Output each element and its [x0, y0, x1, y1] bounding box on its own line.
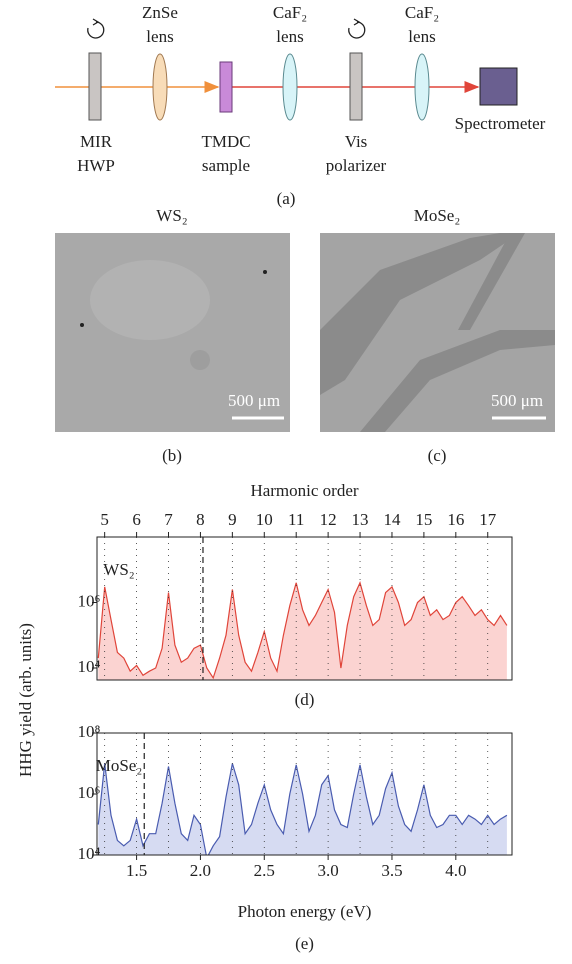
micrograph-title: WS₂	[156, 206, 187, 225]
polarizer	[349, 52, 363, 121]
label: ZnSe	[142, 3, 178, 22]
plot-frame	[96, 732, 513, 856]
x2-tick-label: 9	[228, 510, 237, 529]
x-tick-label: 2.5	[254, 861, 275, 880]
rotation-arrowhead	[353, 18, 361, 26]
label: TMDC	[201, 132, 250, 151]
micrograph: WS₂ 500 μm (b)	[55, 206, 290, 465]
micrograph-title: MoSe₂	[414, 206, 461, 225]
plot-area	[97, 763, 508, 855]
scale-label: 500 μm	[228, 391, 280, 410]
image-texture	[90, 260, 210, 340]
y-axis-label: HHG yield (arb. units)	[16, 623, 35, 777]
series-label: MoSe₂	[96, 756, 143, 775]
label: CaF₂	[273, 3, 307, 22]
x2-axis-label: Harmonic order	[250, 481, 358, 500]
rotation-arrow	[348, 21, 366, 39]
image-texture	[458, 233, 525, 330]
label: lens	[408, 27, 435, 46]
label: lens	[146, 27, 173, 46]
image-texture	[80, 323, 84, 327]
x-tick-label: 4.0	[445, 861, 466, 880]
label: CaF₂	[405, 3, 439, 22]
y-tick-label: 10⁴	[78, 844, 101, 863]
caf2-lens	[282, 53, 298, 121]
x2-tick-label: 11	[288, 510, 304, 529]
x2-tick-label: 10	[256, 510, 273, 529]
x-tick-label: 2.0	[190, 861, 211, 880]
caption: (a)	[277, 189, 296, 208]
label: polarizer	[326, 156, 387, 175]
spectrometer	[479, 67, 518, 106]
label: HWP	[77, 156, 115, 175]
caption: (b)	[162, 446, 182, 465]
x2-tick-label: 16	[447, 510, 464, 529]
image-texture	[190, 350, 210, 370]
plot-area	[97, 581, 508, 680]
y-tick-label: 10⁶	[78, 783, 101, 802]
caption: (e)	[295, 934, 314, 953]
x-axis-label: Photon energy (eV)	[238, 902, 372, 921]
x2-tick-label: 13	[352, 510, 369, 529]
x2-tick-label: 14	[383, 510, 401, 529]
tmdc-sample	[219, 61, 233, 113]
label: sample	[202, 156, 250, 175]
y-tick-label: 10⁶	[78, 591, 101, 610]
caption: (c)	[428, 446, 447, 465]
x2-tick-label: 15	[415, 510, 432, 529]
label: MIR	[80, 132, 113, 151]
spectrum-line	[97, 763, 508, 855]
image-texture	[320, 233, 520, 395]
spectrum-line	[97, 581, 508, 680]
caf2-lens	[414, 53, 430, 121]
x2-tick-label: 5	[100, 510, 109, 529]
hwp	[88, 52, 102, 121]
series-label: WS₂	[103, 560, 134, 579]
x2-tick-label: 12	[320, 510, 337, 529]
x-tick-label: 1.5	[126, 861, 147, 880]
label: Vis	[345, 132, 368, 151]
x-tick-label: 3.0	[317, 861, 338, 880]
znse-lens	[152, 53, 168, 121]
x2-tick-label: 8	[196, 510, 205, 529]
micrograph: MoSe₂ 500 μm (c)	[320, 206, 555, 465]
caption: (d)	[295, 690, 315, 709]
label: lens	[276, 27, 303, 46]
x2-tick-label: 6	[132, 510, 141, 529]
label: Spectrometer	[455, 114, 546, 133]
scale-label: 500 μm	[491, 391, 543, 410]
y-tick-label: 10⁴	[78, 657, 101, 676]
plot-frame	[96, 536, 513, 681]
setup-diagram: MIR HWP ZnSe lens TMDC sample CaF₂ lens …	[55, 3, 546, 208]
image-texture	[360, 330, 555, 432]
x2-tick-label: 17	[479, 510, 497, 529]
image-texture	[263, 270, 267, 274]
rotation-arrow	[87, 21, 105, 39]
y-tick-label: 10⁸	[78, 722, 101, 741]
area-fill	[98, 582, 507, 680]
area-fill	[98, 763, 507, 855]
rotation-arrowhead	[92, 18, 100, 26]
x-tick-label: 3.5	[381, 861, 402, 880]
x2-tick-label: 7	[164, 510, 173, 529]
